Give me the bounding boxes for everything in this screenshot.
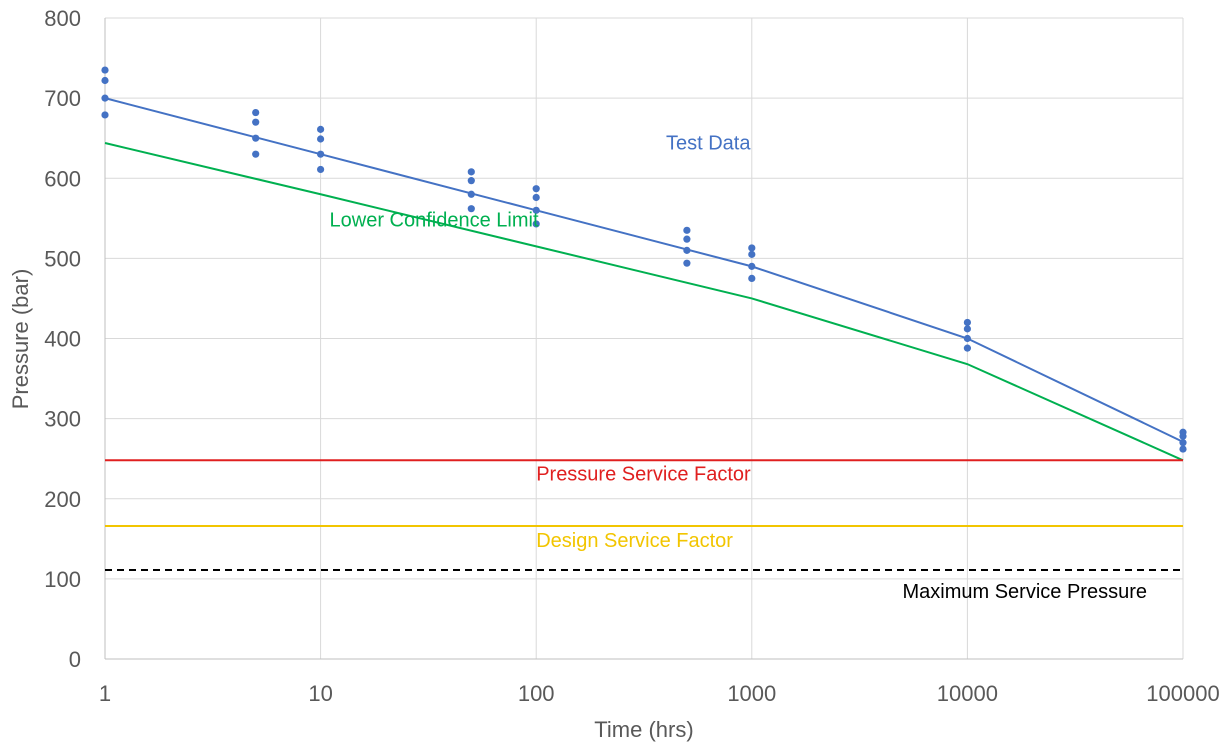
y-tick-label: 400 bbox=[44, 327, 81, 352]
annotation-design-service-factor: Design Service Factor bbox=[536, 530, 733, 552]
test-data-point bbox=[963, 344, 972, 352]
x-tick-label: 1000 bbox=[727, 681, 776, 706]
test-data-point bbox=[748, 250, 756, 258]
axes bbox=[104, 18, 1183, 660]
x-axis-title: Time (hrs) bbox=[594, 717, 693, 742]
annotation-lower-confidence-limit: Lower Confidence Limit bbox=[330, 209, 539, 231]
series-lines bbox=[104, 97, 1184, 572]
y-tick-label: 800 bbox=[44, 6, 81, 31]
test-data-point bbox=[683, 226, 691, 234]
test-data-point bbox=[317, 150, 325, 158]
test-data-point bbox=[101, 111, 109, 119]
test-data-point bbox=[683, 235, 691, 243]
test-data-points bbox=[101, 66, 1187, 453]
test-data-point bbox=[683, 246, 691, 254]
test-data-point bbox=[748, 262, 756, 270]
x-tick-label: 10000 bbox=[937, 681, 998, 706]
test-data-point bbox=[101, 76, 109, 85]
test-data-point bbox=[532, 220, 540, 228]
test-data-point bbox=[252, 150, 260, 158]
test-data-point bbox=[683, 259, 691, 267]
test-data-point bbox=[467, 190, 475, 198]
test-data-point bbox=[317, 125, 325, 133]
test-data-point bbox=[963, 334, 972, 343]
test-data-point bbox=[317, 135, 325, 143]
series-line-test-data bbox=[104, 97, 1184, 443]
test-data-point bbox=[748, 244, 756, 252]
test-data-point bbox=[532, 206, 540, 214]
grid-lines bbox=[105, 17, 1184, 659]
y-tick-label: 300 bbox=[44, 407, 81, 432]
test-data-point bbox=[101, 94, 109, 102]
test-data-point bbox=[467, 177, 475, 185]
test-data-point bbox=[963, 325, 972, 333]
y-tick-label: 100 bbox=[44, 567, 81, 592]
test-data-point bbox=[1179, 445, 1187, 453]
annotation-pressure-service-factor: Pressure Service Factor bbox=[536, 463, 751, 485]
x-tick-label: 100 bbox=[518, 681, 555, 706]
y-tick-label: 500 bbox=[44, 246, 81, 271]
y-axis-title: Pressure (bar) bbox=[8, 269, 33, 410]
tick-labels: 0 100 200 300 400 500 600 700 800 1 10 100 1000 10000… bbox=[44, 6, 1219, 706]
test-data-point bbox=[467, 205, 475, 213]
y-tick-label: 0 bbox=[69, 647, 81, 672]
annotations: Test Data Lower Confidence Limit Pressure … bbox=[330, 132, 1147, 603]
annotation-test-data: Test Data bbox=[666, 132, 751, 154]
test-data-point bbox=[532, 193, 540, 202]
test-data-point bbox=[317, 165, 325, 174]
series-line-lower-confidence-limit bbox=[104, 142, 1184, 462]
test-data-point bbox=[532, 185, 540, 193]
test-data-point bbox=[1179, 439, 1187, 447]
test-data-point bbox=[252, 118, 260, 126]
y-tick-label: 700 bbox=[44, 86, 81, 111]
test-data-point bbox=[963, 318, 972, 327]
x-tick-label: 1 bbox=[99, 681, 111, 706]
test-data-point bbox=[748, 274, 756, 283]
y-tick-label: 600 bbox=[44, 166, 81, 191]
test-data-point bbox=[252, 108, 260, 117]
test-data-point bbox=[252, 134, 260, 142]
y-tick-label: 200 bbox=[44, 487, 81, 512]
annotation-maximum-service-pressure: Maximum Service Pressure bbox=[902, 581, 1147, 603]
x-tick-label: 10 bbox=[308, 681, 332, 706]
test-data-point bbox=[101, 66, 109, 74]
x-tick-label: 100000 bbox=[1146, 681, 1219, 706]
test-data-point bbox=[1179, 432, 1187, 440]
test-data-point bbox=[467, 168, 475, 176]
